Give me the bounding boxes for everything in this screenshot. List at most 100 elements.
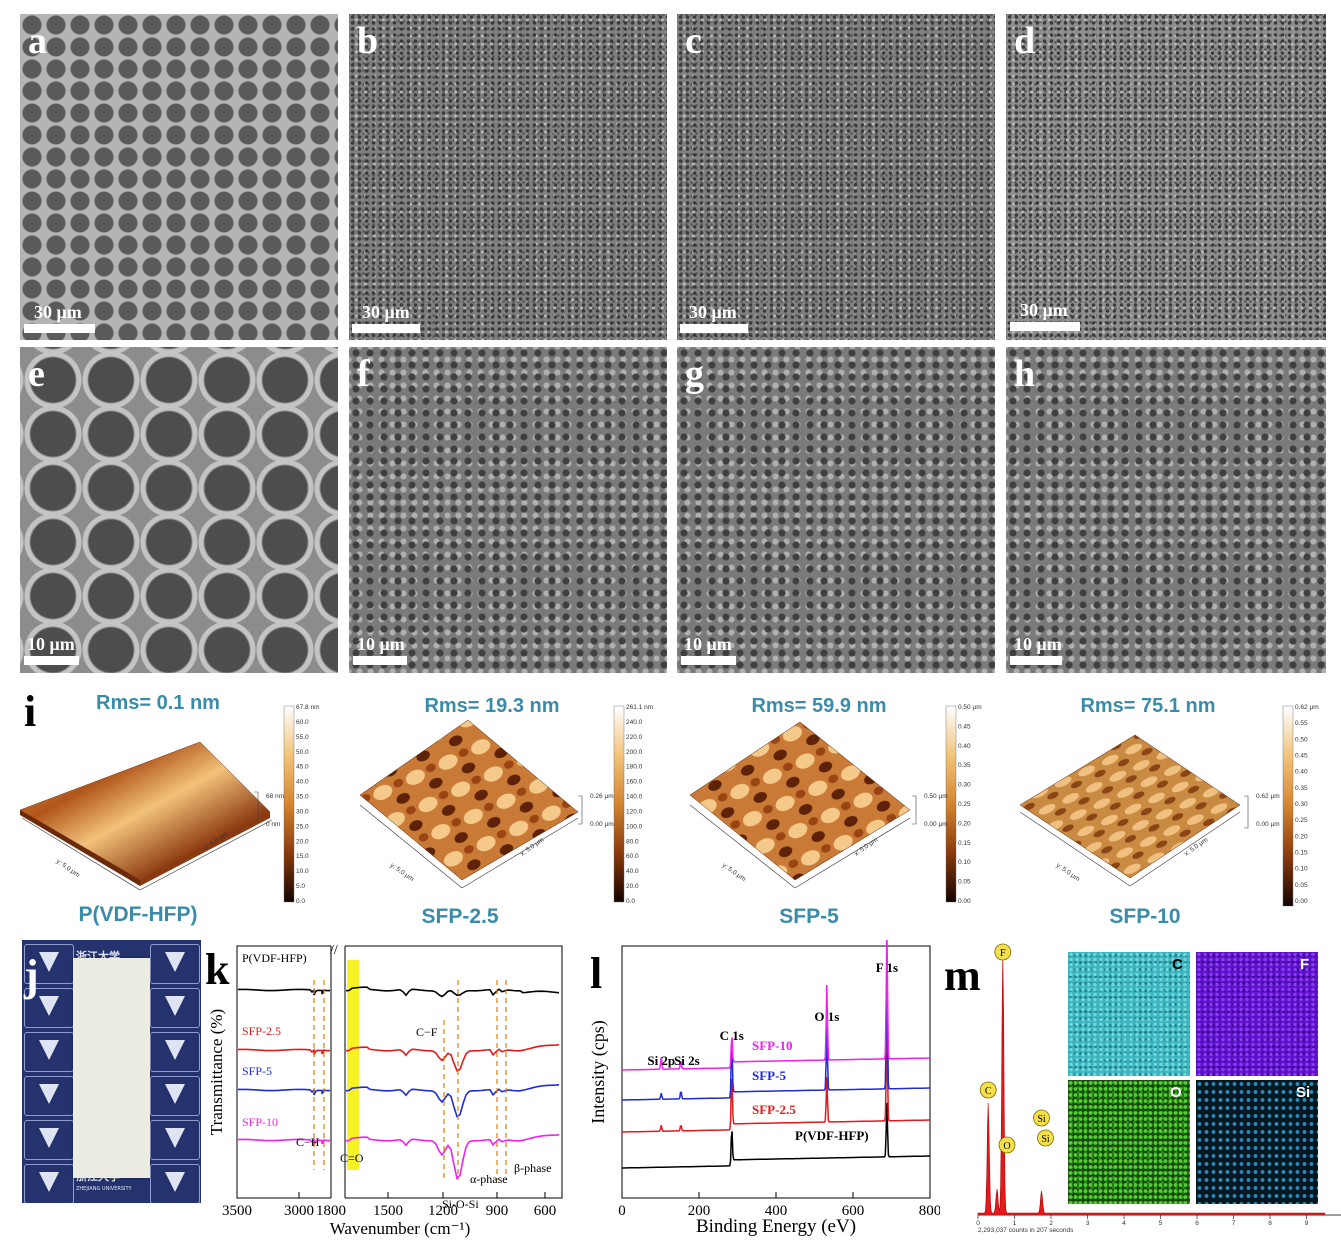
- logo-emblem: [39, 996, 59, 1016]
- logo-tile: [150, 944, 200, 984]
- scale-label-f: 10 μm: [357, 634, 405, 654]
- scale-bar-a: [24, 324, 95, 333]
- xps-xlabel: Binding Energy (eV): [696, 1216, 856, 1237]
- eds-chart: 0 1 2 3 4 5 6 7 8 9 C O F Si Si 2,293,037 counts in 2…: [976, 943, 1341, 1234]
- ftir-xtick-label: 3000: [284, 1203, 314, 1219]
- eds-map-c: [1068, 952, 1190, 1076]
- afm-colorbar-tick: 20.0: [296, 838, 309, 845]
- logo-tile: [24, 1076, 74, 1116]
- ftir-series-line: [237, 986, 560, 998]
- afm-colorbar-tick: 0.15: [1295, 850, 1308, 857]
- afm-colorbar-tick: 140.0: [626, 794, 643, 801]
- ftir-xlabel: Wavenumber (cm⁻¹): [330, 1219, 471, 1238]
- afm-colorbar-tick: 0.50: [1295, 736, 1308, 743]
- sem-image-b: [349, 14, 667, 340]
- panel-letter-g: g: [685, 353, 704, 395]
- panel-letter-i: i: [24, 687, 37, 736]
- eds-map-label-si: Si: [1296, 1084, 1311, 1101]
- afm-colorbar-tick: 0.40: [958, 743, 971, 750]
- scale-label-h: 10 μm: [1014, 634, 1062, 654]
- afm-axis-y: y: 5.0 μm: [55, 858, 81, 879]
- xps-chart: P(VDF-HFP) SFP-2.5 SFP-5 SFP-10 0 200 400 600 8…: [588, 940, 940, 1237]
- sem-image-g: [677, 347, 995, 673]
- xps-legend-label: P(VDF-HFP): [795, 1128, 869, 1143]
- scale-label-c: 30 μm: [689, 302, 737, 322]
- ftir-xtick-label: 1800: [316, 1203, 346, 1219]
- afm-axis-y: y: 5.0 μm: [389, 862, 415, 883]
- afm-colorbar-tick: 20.0: [626, 883, 639, 890]
- afm-colorbar-tick: 0.00: [1295, 898, 1308, 905]
- logo-tile: [150, 988, 200, 1028]
- eds-peak-label: Si: [1037, 1114, 1046, 1125]
- afm-colorbar-tick: 80.0: [626, 838, 639, 845]
- logo-tile: [24, 1164, 74, 1203]
- afm-rms-2: Rms= 19.3 nm: [424, 695, 560, 717]
- eds-map-si: [1196, 1080, 1318, 1204]
- co-highlight: [347, 960, 359, 1170]
- panel-letter-d: d: [1014, 20, 1036, 62]
- afm-colorbar-tick: 0.62 μm: [1295, 704, 1319, 711]
- afm-colorbar-1: [283, 705, 295, 903]
- afm-colorbar-tick: 0.35: [1295, 785, 1308, 792]
- scale-bar-d: [1010, 322, 1080, 331]
- afm-colorbar-tick: 60.0: [296, 719, 309, 726]
- logo-tile: [150, 1032, 200, 1072]
- xps-xtick-label: 800: [919, 1203, 940, 1219]
- panel-letter-f: f: [357, 353, 370, 395]
- panel-letter-m: m: [944, 951, 981, 1000]
- afm-colorbar-tick: 0.25: [958, 801, 971, 808]
- eds-map-o: [1068, 1080, 1190, 1204]
- xps-xtick-label: 0: [618, 1203, 626, 1219]
- afm-colorbar-4: [1282, 705, 1294, 907]
- afm-colorbar-tick: 0.15: [958, 840, 971, 847]
- xps-series-line: [622, 940, 930, 1071]
- afm-height-label: 0.26 μm: [590, 793, 614, 800]
- afm-name-3: SFP-5: [779, 905, 839, 928]
- ftir-xtick-label: 1500: [373, 1203, 403, 1219]
- afm-colorbar-tick: 0.05: [1295, 882, 1308, 889]
- afm-colorbar-tick: 0.40: [1295, 769, 1308, 776]
- scale-label-a: 30 μm: [34, 302, 82, 322]
- afm-colorbar-tick: 220.0: [626, 734, 643, 741]
- eds-xtick-label: 5: [1159, 1220, 1163, 1227]
- afm-colorbar-tick: 0.50 μm: [958, 704, 982, 711]
- afm-colorbar-tick: 160.0: [626, 779, 643, 786]
- afm-zero-label: 0.00 μm: [924, 821, 948, 828]
- eds-map-label-f: F: [1300, 956, 1310, 973]
- eds-xtick-label: 0: [976, 1220, 980, 1227]
- scale-bar-f: [353, 656, 407, 665]
- afm-zero-label: 0 nm: [266, 821, 280, 828]
- afm-axis-y: y: 5.0 μm: [721, 862, 747, 883]
- panel-letter-b: b: [357, 20, 379, 62]
- afm-colorbar-tick: 0.10: [1295, 866, 1308, 873]
- afm-colorbar-tick: 30.0: [296, 808, 309, 815]
- logo-emblem: [39, 1040, 59, 1060]
- ftir-series-line: [237, 1134, 560, 1180]
- afm-surface-4: [1019, 734, 1241, 879]
- afm-colorbar-2: [613, 705, 625, 903]
- eds-footer: 2,293,037 counts in 207 seconds: [978, 1227, 1074, 1234]
- svg-text://: //: [330, 943, 338, 958]
- afm-colorbar-tick: 180.0: [626, 764, 643, 771]
- eds-peak-label: C: [985, 1086, 992, 1097]
- ftir-xtick-label: 900: [486, 1203, 509, 1219]
- afm-colorbar-tick: 0.05: [958, 879, 971, 886]
- xps-series-line: [622, 1030, 930, 1133]
- afm-colorbar-tick: 0.20: [1295, 833, 1308, 840]
- eds-xtick-label: 2: [1049, 1220, 1053, 1227]
- logo-emblem: [39, 952, 59, 972]
- eds-map-label-c: C: [1172, 956, 1183, 973]
- ftir-series-line: [237, 1084, 560, 1118]
- eds-peak-label: O: [1003, 1141, 1010, 1152]
- logo-emblem: [165, 1084, 185, 1104]
- sem-image-e: [20, 347, 338, 673]
- logo-emblem: [165, 996, 185, 1016]
- eds-xtick-label: 8: [1268, 1220, 1272, 1227]
- panel-letter-k: k: [205, 945, 230, 994]
- logo-tile: [150, 1164, 200, 1203]
- afm-height-label: 0.50 μm: [924, 793, 948, 800]
- logo-emblem: [39, 1084, 59, 1104]
- panel-letter-h: h: [1014, 353, 1036, 395]
- afm-colorbar-tick: 67.8 nm: [296, 704, 320, 711]
- xps-legend-label: SFP-2.5: [752, 1102, 796, 1117]
